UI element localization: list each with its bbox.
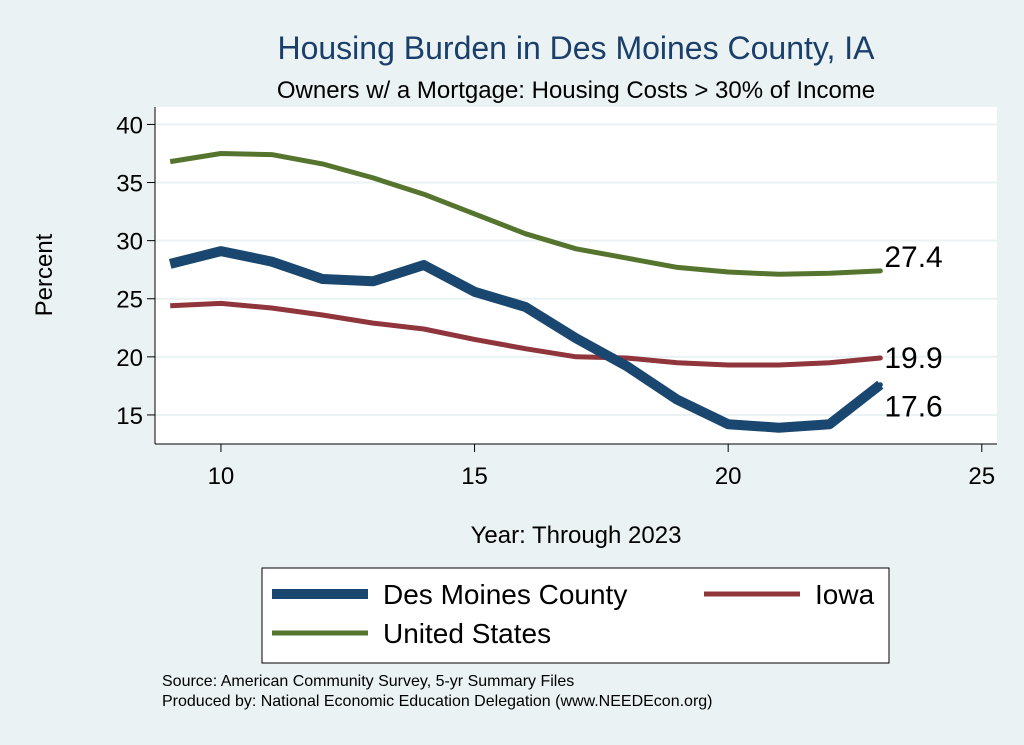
end-labels: 17.6 19.9 27.4	[877, 241, 943, 424]
y-tick-label-15: 15	[116, 403, 143, 430]
y-tick-label-25: 25	[116, 287, 143, 314]
series-line-united-states	[169, 151, 881, 277]
series-line-iowa	[170, 300, 881, 368]
x-axis-ticks: 10 15 20 25	[208, 444, 995, 490]
end-label-des-moines-county: 17.6	[884, 391, 942, 424]
source-note: Source: American Community Survey, 5-yr …	[162, 673, 575, 690]
y-axis-ticks: 15 20 25 30 35 40	[116, 112, 155, 430]
x-tick-label-15: 15	[461, 463, 488, 490]
y-tick-label-40: 40	[116, 112, 143, 139]
series-lines	[168, 151, 884, 433]
end-point-iowa	[877, 355, 883, 361]
legend-box	[261, 567, 890, 664]
chart-title: Housing Burden in Des Moines County, IA	[277, 30, 875, 66]
x-tick-label-25: 25	[968, 463, 995, 490]
legend-label-united-states: United States	[383, 618, 551, 649]
end-label-iowa: 19.9	[884, 342, 942, 375]
x-axis-label: Year: Through 2023	[471, 522, 682, 549]
y-tick-label-20: 20	[116, 345, 143, 372]
legend-label-iowa: Iowa	[815, 579, 875, 610]
y-tick-label-30: 30	[116, 229, 143, 256]
x-tick-label-20: 20	[715, 463, 742, 490]
end-point-united-states	[877, 268, 883, 274]
x-tick-label-10: 10	[208, 463, 235, 490]
end-label-united-states: 27.4	[884, 241, 942, 274]
y-axis-label: Percent	[31, 233, 58, 316]
end-point-des-moines-county	[877, 382, 883, 388]
y-tick-label-35: 35	[116, 171, 143, 198]
produced-by-note: Produced by: National Economic Education…	[162, 693, 713, 710]
series-line-des-moines-county	[168, 246, 884, 433]
legend: Des Moines County Iowa United States	[272, 579, 875, 649]
plot-area	[155, 107, 997, 444]
legend-label-des-moines-county: Des Moines County	[383, 579, 627, 610]
chart-subtitle: Owners w/ a Mortgage: Housing Costs > 30…	[277, 77, 875, 104]
